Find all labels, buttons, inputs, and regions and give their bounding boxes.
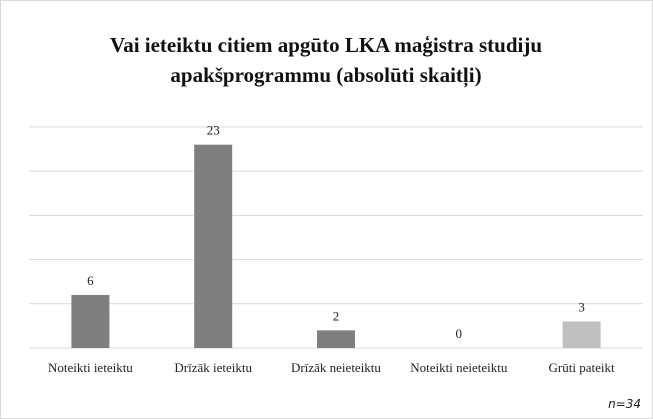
x-tick-label: Drīzāk neieteiktu — [291, 360, 381, 375]
chart-title: Vai ieteiktu citiem apgūto LKA maģistra … — [109, 33, 543, 87]
x-tick-label: Drīzāk ieteiktu — [174, 360, 252, 375]
bar — [562, 321, 601, 348]
bar — [71, 294, 110, 348]
x-tick-label: Noteikti ieteiktu — [48, 360, 133, 375]
data-label: 6 — [87, 273, 94, 288]
data-label: 23 — [207, 123, 220, 138]
data-label: 0 — [456, 326, 463, 341]
data-label: 2 — [333, 308, 340, 323]
sample-size-note: n=34 — [608, 397, 641, 411]
bar — [317, 330, 355, 348]
data-label: 3 — [578, 299, 585, 314]
x-tick-label: Grūti pateikt — [549, 360, 615, 375]
bar — [194, 144, 233, 348]
x-tick-label: Noteikti neieteiktu — [410, 360, 508, 375]
